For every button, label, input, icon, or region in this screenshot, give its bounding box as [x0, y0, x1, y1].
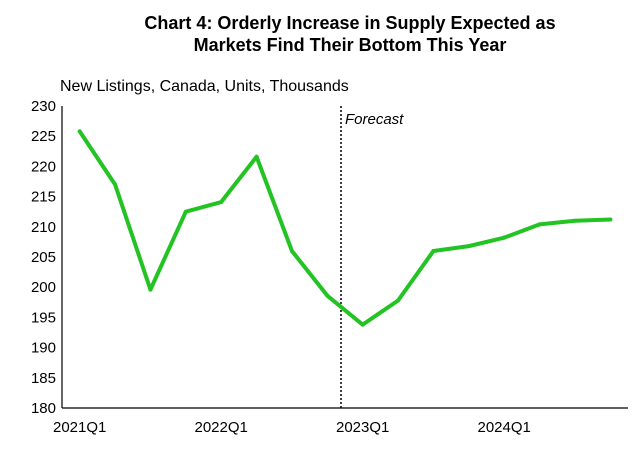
y-tick-label: 225 — [31, 128, 56, 145]
y-tick-label: 180 — [31, 400, 56, 417]
y-axis-label: New Listings, Canada, Units, Thousands — [60, 78, 349, 95]
series-line — [77, 129, 613, 327]
y-tick-label: 215 — [31, 189, 56, 206]
data-point — [572, 218, 577, 223]
data-point — [396, 298, 401, 303]
y-tick-label: 220 — [31, 158, 56, 175]
chart-title-line-2: Markets Find Their Bottom This Year — [193, 35, 507, 55]
data-point — [466, 244, 471, 249]
y-tick-labels: 180 185 190 195 200 205 210 215 220 225 230 — [31, 98, 56, 417]
data-point — [608, 217, 613, 222]
data-point — [113, 182, 118, 187]
y-tick-label: 210 — [31, 219, 56, 236]
data-point — [537, 222, 542, 227]
data-point — [77, 129, 82, 134]
series-points — [77, 129, 613, 327]
y-tick-label: 200 — [31, 279, 56, 296]
data-point — [254, 154, 259, 159]
x-tick-label: 2024Q1 — [477, 419, 530, 436]
data-point — [289, 248, 294, 253]
data-point — [148, 287, 153, 292]
data-point — [360, 322, 365, 327]
x-tick-label: 2023Q1 — [336, 419, 389, 436]
x-tick-labels: 2021Q1 2022Q1 2023Q1 2024Q1 — [53, 419, 531, 436]
data-point — [183, 209, 188, 214]
data-point — [431, 248, 436, 253]
chart-title-line-1: Chart 4: Orderly Increase in Supply Expe… — [144, 13, 556, 33]
y-tick-label: 185 — [31, 370, 56, 387]
data-point — [325, 293, 330, 298]
y-tick-label: 190 — [31, 340, 56, 357]
x-tick-label: 2022Q1 — [194, 419, 247, 436]
y-tick-label: 205 — [31, 249, 56, 266]
forecast-label: Forecast — [345, 111, 404, 128]
y-tick-label: 230 — [31, 98, 56, 115]
y-tick-label: 195 — [31, 309, 56, 326]
data-point — [502, 235, 507, 240]
data-point — [219, 200, 224, 205]
x-tick-label: 2021Q1 — [53, 419, 106, 436]
